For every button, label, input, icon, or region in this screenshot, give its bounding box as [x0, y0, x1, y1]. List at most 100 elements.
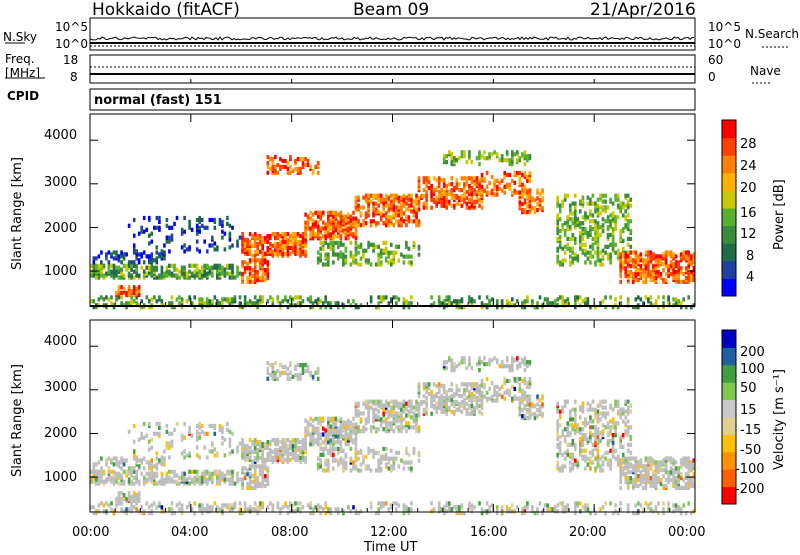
- velocity-cell: [470, 409, 474, 414]
- power-cell: [644, 295, 648, 300]
- velocity-cell: [611, 448, 615, 453]
- velocity-cell: [402, 466, 406, 471]
- velocity-cell: [296, 363, 300, 368]
- velocity-cell: [296, 372, 300, 377]
- velocity-cell: [379, 403, 383, 408]
- velocity-cell: [599, 431, 602, 436]
- velocity-cell: [306, 420, 310, 425]
- power-cell: [195, 263, 199, 268]
- power-cell: [604, 193, 607, 198]
- power-cell: [679, 270, 683, 275]
- power-cell: [102, 297, 106, 302]
- velocity-cell: [415, 417, 418, 422]
- power-cell: [289, 164, 292, 169]
- power-cell: [246, 237, 249, 243]
- velocity-cell: [153, 501, 156, 506]
- velocity-cell: [248, 505, 252, 510]
- velocity-cell: [130, 509, 133, 514]
- velocity-cell: [614, 448, 617, 453]
- velocity-cell: [453, 392, 456, 397]
- velocity-cell: [569, 452, 572, 457]
- velocity-cell: [629, 462, 633, 467]
- power-cell: [334, 228, 338, 233]
- power-cell: [435, 178, 438, 183]
- power-cell: [284, 243, 287, 248]
- velocity-cell: [586, 421, 590, 426]
- power-cell: [563, 299, 567, 304]
- velocity-cell: [626, 425, 630, 430]
- power-cell: [513, 180, 517, 185]
- power-cell: [266, 234, 270, 239]
- power-cell: [243, 295, 247, 300]
- velocity-cell: [390, 503, 393, 508]
- velocity-cell: [659, 478, 663, 483]
- velocity-cell: [594, 425, 597, 430]
- velocity-cell: [339, 446, 343, 451]
- power-cell: [533, 206, 537, 211]
- velocity-cell: [299, 376, 302, 381]
- velocity-cell: [465, 388, 469, 393]
- velocity-cell: [402, 503, 406, 508]
- power-cell: [626, 223, 630, 228]
- power-cell: [271, 166, 275, 171]
- power-cell: [463, 176, 466, 181]
- velocity-cell: [342, 462, 345, 467]
- power-cell: [306, 214, 310, 219]
- velocity-cell: [410, 399, 413, 404]
- power-cell: [609, 295, 612, 300]
- velocity-cell: [334, 440, 338, 445]
- velocity-cell: [304, 455, 307, 460]
- velocity-cell: [397, 464, 401, 469]
- power-cell: [92, 305, 96, 310]
- power-cell: [329, 305, 333, 310]
- velocity-cell: [518, 382, 522, 387]
- velocity-cell: [216, 469, 219, 474]
- power-cell: [132, 275, 136, 280]
- power-cell: [601, 262, 605, 267]
- power-cell: [639, 273, 643, 279]
- power-cell: [397, 244, 401, 249]
- power-cell: [692, 260, 696, 265]
- velocity-cell: [498, 392, 501, 397]
- power-cell: [616, 252, 620, 257]
- velocity-cell: [407, 425, 411, 430]
- velocity-cell: [390, 464, 393, 469]
- power-cell: [397, 195, 401, 200]
- velocity-cell: [619, 413, 622, 418]
- power-cell: [327, 301, 330, 306]
- power-cell: [304, 232, 307, 237]
- velocity-cell: [591, 448, 595, 453]
- power-cell: [236, 239, 239, 244]
- velocity-cell: [145, 471, 149, 476]
- power-cell: [185, 299, 189, 304]
- velocity-cell: [581, 442, 585, 447]
- power-cell: [659, 272, 663, 277]
- velocity-cell: [284, 501, 287, 506]
- velocity-cell: [362, 411, 365, 416]
- power-cell: [248, 266, 252, 271]
- velocity-cell: [662, 468, 665, 473]
- velocity-cell: [390, 456, 393, 461]
- velocity-cell: [563, 427, 567, 432]
- velocity-cell: [505, 364, 509, 369]
- power-cell: [221, 297, 224, 302]
- velocity-cell: [619, 407, 622, 412]
- velocity-cell: [450, 388, 454, 393]
- velocity-cell: [470, 386, 474, 391]
- velocity-cell: [470, 392, 474, 397]
- power-cell: [642, 279, 645, 284]
- power-cell: [324, 305, 327, 310]
- velocity-cell: [493, 392, 496, 397]
- velocity-cell: [105, 477, 108, 482]
- velocity-cell: [304, 426, 307, 431]
- velocity-cell: [233, 505, 237, 510]
- velocity-cell: [561, 433, 564, 438]
- power-cell: [188, 295, 191, 300]
- velocity-cell: [566, 442, 569, 447]
- velocity-cell: [208, 505, 212, 510]
- velocity-cell: [117, 460, 121, 465]
- power-cell: [127, 285, 131, 290]
- velocity-cell: [649, 456, 653, 461]
- velocity-cell: [269, 363, 272, 368]
- velocity-cell: [412, 425, 416, 430]
